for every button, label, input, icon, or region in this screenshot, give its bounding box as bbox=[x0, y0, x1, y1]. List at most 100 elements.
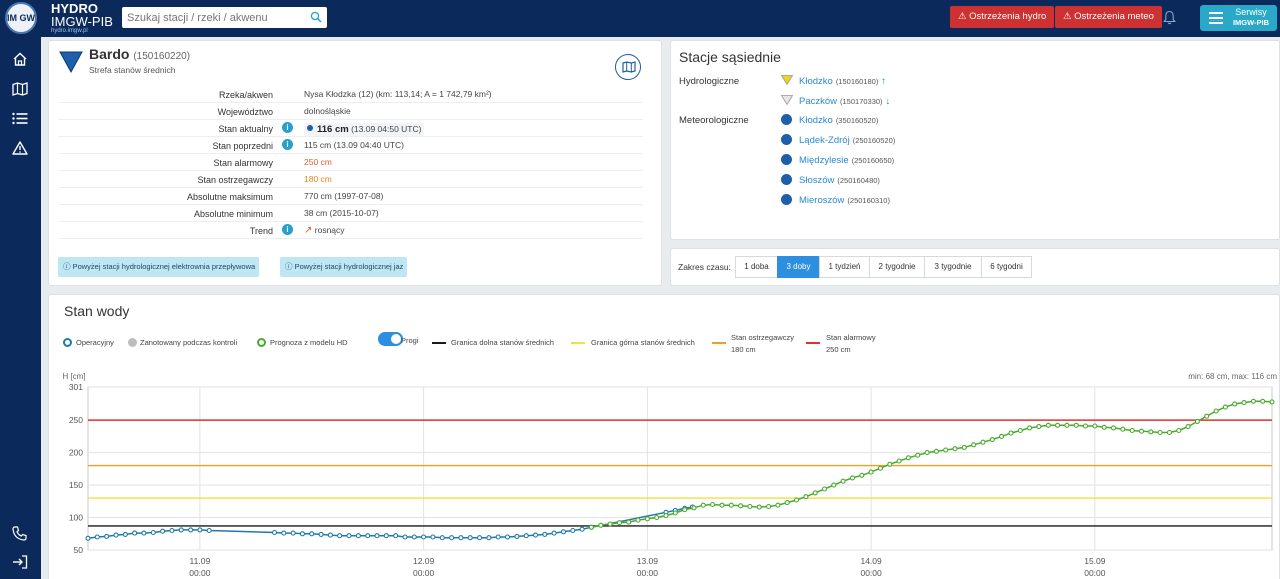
data-point[interactable] bbox=[644, 516, 650, 522]
data-point[interactable] bbox=[1204, 413, 1210, 419]
data-point[interactable] bbox=[206, 527, 212, 534]
data-point[interactable] bbox=[355, 533, 361, 539]
data-point[interactable] bbox=[812, 490, 818, 496]
data-point[interactable] bbox=[523, 533, 529, 539]
data-point[interactable] bbox=[849, 475, 856, 481]
data-point[interactable] bbox=[682, 507, 688, 513]
neighbor-station-link[interactable]: Mieroszów bbox=[799, 195, 845, 206]
data-point[interactable] bbox=[374, 533, 380, 539]
data-point[interactable] bbox=[94, 534, 100, 540]
data-point[interactable] bbox=[514, 533, 520, 539]
range-option[interactable]: 3 tygodnie bbox=[924, 256, 982, 278]
range-option[interactable]: 1 doba bbox=[735, 256, 778, 278]
data-point[interactable] bbox=[1222, 404, 1228, 410]
data-point[interactable] bbox=[281, 530, 287, 536]
data-point[interactable] bbox=[971, 442, 977, 448]
data-point[interactable] bbox=[1008, 430, 1014, 436]
data-point[interactable] bbox=[905, 455, 911, 461]
data-point[interactable] bbox=[896, 458, 902, 464]
data-point[interactable] bbox=[1213, 408, 1219, 414]
data-point[interactable] bbox=[449, 535, 455, 541]
range-option[interactable]: 3 doby bbox=[777, 256, 820, 278]
data-point[interactable] bbox=[933, 448, 939, 454]
data-point[interactable] bbox=[961, 444, 967, 450]
data-point[interactable] bbox=[989, 437, 995, 443]
legend-alarmowy[interactable]: Stan alarmowy 250 cm bbox=[826, 332, 876, 356]
data-point[interactable] bbox=[626, 519, 632, 525]
data-point[interactable] bbox=[654, 514, 660, 521]
data-point[interactable] bbox=[411, 534, 417, 540]
data-point[interactable] bbox=[299, 531, 305, 537]
data-point[interactable] bbox=[1157, 429, 1163, 436]
data-point[interactable] bbox=[831, 482, 837, 488]
data-point[interactable] bbox=[113, 532, 119, 538]
data-point[interactable] bbox=[607, 521, 613, 527]
data-point[interactable] bbox=[188, 527, 194, 533]
data-point[interactable] bbox=[877, 465, 883, 471]
data-point[interactable] bbox=[309, 531, 315, 537]
data-point[interactable] bbox=[393, 533, 399, 539]
data-point[interactable] bbox=[1194, 418, 1200, 424]
hydro-warnings-button[interactable]: ⚠ Ostrzeżenia hydro bbox=[950, 6, 1055, 28]
data-point[interactable] bbox=[579, 526, 585, 532]
data-point[interactable] bbox=[1176, 427, 1182, 434]
data-point[interactable] bbox=[178, 527, 184, 533]
legend-operacyjny[interactable]: Operacyjny bbox=[76, 338, 114, 347]
data-point[interactable] bbox=[1166, 429, 1172, 436]
legend-ostrzegawczy[interactable]: Stan ostrzegawczy 180 cm bbox=[731, 332, 794, 356]
info-icon[interactable]: i bbox=[282, 122, 293, 133]
data-point[interactable] bbox=[318, 531, 324, 537]
data-point[interactable] bbox=[560, 529, 567, 535]
data-point[interactable] bbox=[458, 535, 464, 541]
data-point[interactable] bbox=[504, 534, 511, 540]
neighbor-station-link[interactable]: Lądek-Zdrój bbox=[799, 135, 850, 146]
data-point[interactable] bbox=[1017, 427, 1023, 434]
data-point[interactable] bbox=[980, 439, 986, 445]
data-point[interactable] bbox=[495, 534, 501, 540]
data-point[interactable] bbox=[1101, 424, 1107, 430]
data-point[interactable] bbox=[122, 531, 128, 537]
data-point[interactable] bbox=[160, 528, 166, 534]
data-point[interactable] bbox=[1260, 398, 1266, 404]
data-point[interactable] bbox=[1073, 422, 1079, 428]
phone-icon[interactable] bbox=[12, 526, 27, 541]
data-point[interactable] bbox=[672, 510, 678, 516]
data-point[interactable] bbox=[775, 502, 781, 508]
data-point[interactable] bbox=[598, 522, 604, 528]
legend-prognoza[interactable]: Prognoza z modelu HD bbox=[270, 338, 348, 347]
data-point[interactable] bbox=[868, 469, 874, 475]
info-icon[interactable]: i bbox=[282, 139, 293, 150]
data-point[interactable] bbox=[738, 503, 744, 509]
data-point[interactable] bbox=[346, 533, 352, 539]
data-point[interactable] bbox=[1241, 400, 1247, 406]
info-icon[interactable]: i bbox=[282, 224, 293, 235]
data-point[interactable] bbox=[542, 531, 548, 537]
neighbor-station-link[interactable]: Międzylesie bbox=[799, 155, 849, 166]
bell-icon[interactable] bbox=[1163, 10, 1176, 25]
list-icon[interactable] bbox=[12, 112, 28, 125]
data-point[interactable] bbox=[1064, 422, 1070, 428]
range-option[interactable]: 2 tygodnie bbox=[869, 256, 925, 278]
data-point[interactable] bbox=[700, 502, 706, 508]
data-point[interactable] bbox=[365, 533, 371, 539]
data-point[interactable] bbox=[719, 502, 725, 508]
data-point[interactable] bbox=[747, 503, 753, 510]
brand[interactable]: HYDRO IMGW-PIB hydro.imgw.pl bbox=[51, 2, 113, 35]
data-point[interactable] bbox=[999, 433, 1005, 439]
services-button[interactable]: Serwisy IMGW-PIB bbox=[1200, 5, 1277, 31]
data-point[interactable] bbox=[1036, 424, 1042, 430]
data-point[interactable] bbox=[337, 533, 343, 539]
data-point[interactable] bbox=[132, 530, 138, 536]
data-point[interactable] bbox=[477, 535, 483, 541]
map-icon[interactable] bbox=[12, 82, 28, 96]
data-point[interactable] bbox=[728, 502, 734, 508]
data-point[interactable] bbox=[1138, 428, 1145, 434]
data-point[interactable] bbox=[1148, 429, 1154, 435]
data-point[interactable] bbox=[663, 513, 669, 519]
data-point[interactable] bbox=[859, 472, 865, 478]
data-point[interactable] bbox=[271, 529, 278, 536]
data-point[interactable] bbox=[421, 534, 427, 540]
data-point[interactable] bbox=[327, 532, 333, 538]
data-point[interactable] bbox=[486, 535, 492, 541]
data-point[interactable] bbox=[402, 534, 408, 540]
